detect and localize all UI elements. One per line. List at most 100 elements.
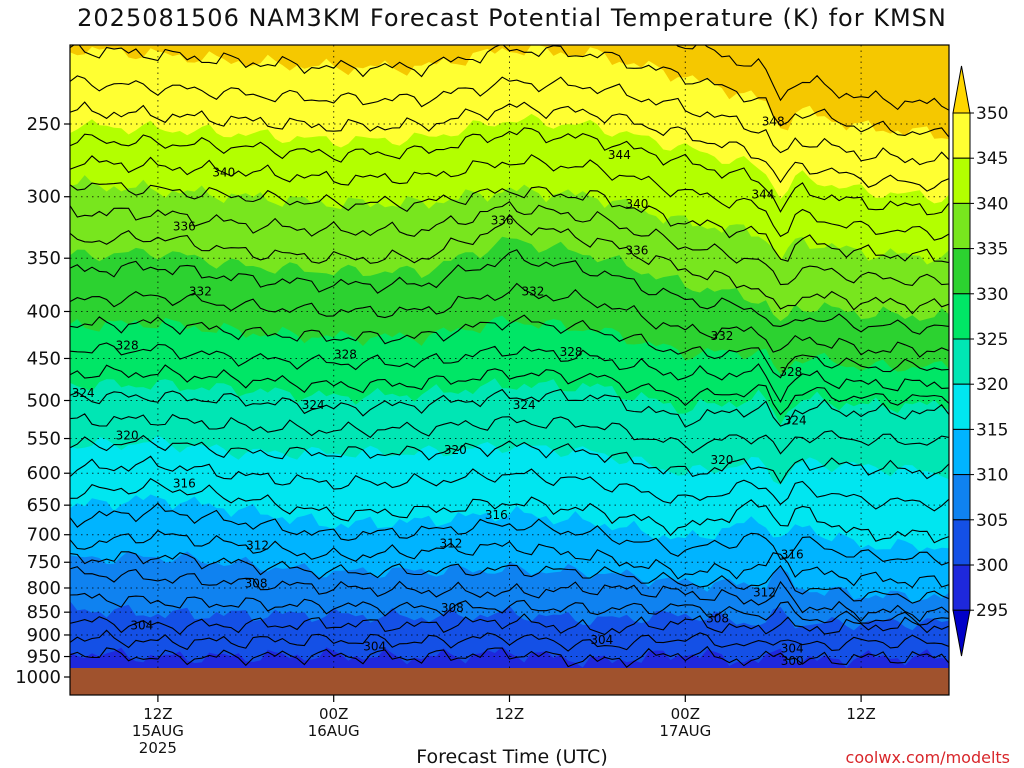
contour-label: 316 — [173, 477, 196, 491]
y-tick-label: 800 — [27, 578, 61, 599]
isentrope-line — [70, 213, 949, 315]
contour-label: 340 — [212, 166, 235, 180]
colorbar-label: 330 — [976, 285, 1008, 305]
x-tick-label: 12Z — [846, 705, 875, 723]
colorbar-segment — [952, 564, 971, 611]
colorbar-segment — [952, 157, 971, 204]
contour-label: 324 — [302, 398, 325, 412]
contour-label: 304 — [590, 633, 613, 647]
colorbar-segment — [952, 519, 971, 566]
contour-label: 332 — [189, 285, 212, 299]
contour-label: 336 — [491, 213, 514, 227]
contour-label: 308 — [245, 576, 268, 590]
isentrope-line — [70, 101, 949, 192]
isentrope-line — [70, 413, 949, 455]
contour-label: 336 — [173, 220, 196, 234]
isentrope-line — [675, 45, 949, 111]
x-tick-label: 16AUG — [308, 722, 360, 740]
colorbar-segment — [952, 112, 971, 159]
isentrope-line — [70, 127, 949, 216]
contour-label: 348 — [762, 114, 785, 128]
contour-label: 304 — [781, 642, 804, 656]
isentrope-line — [70, 154, 949, 241]
colorbar-label: 340 — [976, 194, 1008, 214]
colorbar-label: 315 — [976, 420, 1008, 440]
contour-label: 328 — [116, 338, 139, 352]
x-tick-label: 12Z — [143, 705, 172, 723]
colorbar-segment — [952, 338, 971, 385]
contour-label: 308 — [706, 611, 729, 625]
contour-label: 312 — [753, 585, 776, 599]
y-axis: 2503003504004505005506006507007508008509… — [15, 114, 70, 688]
contour-label: 316 — [781, 548, 804, 562]
credit-text: coolwx.com/modelts — [845, 748, 1010, 767]
isentrope-line — [70, 551, 949, 604]
y-tick-label: 650 — [27, 495, 61, 516]
x-tick-label: 17AUG — [659, 722, 711, 740]
colorbar-label: 335 — [976, 240, 1008, 260]
contour-label: 320 — [444, 443, 467, 457]
contour-label: 332 — [521, 285, 544, 299]
x-tick-label: 2025 — [139, 739, 177, 757]
contour-label: 324 — [72, 386, 95, 400]
x-axis-title: Forecast Time (UTC) — [416, 746, 608, 768]
y-tick-label: 700 — [27, 525, 61, 546]
colorbar-label: 295 — [976, 601, 1008, 621]
contour-label: 344 — [608, 148, 631, 162]
colorbar: 350 345 340 335 330 325 320 315 310 305 300 295 — [952, 65, 1008, 657]
grid-lines — [70, 45, 949, 695]
isentrope-line — [70, 613, 949, 636]
y-tick-label: 450 — [27, 348, 61, 369]
contour-label: 328 — [779, 365, 802, 379]
y-tick-label: 300 — [27, 187, 61, 208]
contour-label: 320 — [710, 453, 733, 467]
x-tick-label: 15AUG — [132, 722, 184, 740]
isentrope-line — [70, 342, 949, 404]
plot-area: 3403363323283243203163123083043283243043… — [70, 45, 949, 695]
y-tick-label: 350 — [27, 248, 61, 269]
y-tick-label: 750 — [27, 552, 61, 573]
y-tick-label: 900 — [27, 625, 61, 646]
y-tick-label: 400 — [27, 301, 61, 322]
contour-label: 304 — [130, 619, 153, 633]
y-tick-label: 1000 — [15, 667, 61, 688]
isentrope-line — [70, 314, 949, 379]
isentrope-line — [70, 200, 949, 286]
isentrope-line — [70, 364, 949, 416]
y-tick-label: 600 — [27, 463, 61, 484]
contour-label: 340 — [626, 197, 649, 211]
colorbar-segment — [952, 474, 971, 521]
isentrope-line — [70, 645, 949, 668]
contour-label: 308 — [441, 601, 464, 615]
colorbar-label: 305 — [976, 511, 1008, 531]
ground-surface — [70, 668, 949, 695]
isentrope-line — [70, 182, 949, 264]
contour-label: 336 — [626, 244, 649, 258]
contour-labels: 3403363323283243203163123083043283243043… — [72, 114, 807, 668]
isentrope-line — [70, 249, 949, 335]
y-tick-label: 850 — [27, 602, 61, 623]
colorbar-segment — [952, 383, 971, 430]
isentrope-line — [70, 529, 949, 589]
contour-label: 332 — [710, 329, 733, 343]
colorbar-segment — [952, 202, 971, 250]
colorbar-segment — [952, 248, 971, 295]
colorbar-label: 300 — [976, 556, 1008, 576]
isentrope-line — [70, 477, 949, 544]
x-tick-label: 12Z — [495, 705, 524, 723]
contour-label: 328 — [334, 348, 357, 362]
contour-label: 328 — [560, 345, 583, 359]
y-tick-label: 500 — [27, 391, 61, 412]
colorbar-over-triangle — [952, 65, 971, 114]
y-tick-label: 250 — [27, 114, 61, 135]
contour-label: 300 — [781, 654, 804, 668]
colorbar-label: 325 — [976, 330, 1008, 350]
y-tick-label: 950 — [27, 647, 61, 668]
contour-label: 324 — [784, 413, 807, 427]
contour-label: 316 — [485, 508, 508, 522]
colorbar-under-triangle — [952, 609, 971, 657]
contour-label: 304 — [363, 639, 386, 653]
colorbar-label: 320 — [976, 375, 1008, 395]
